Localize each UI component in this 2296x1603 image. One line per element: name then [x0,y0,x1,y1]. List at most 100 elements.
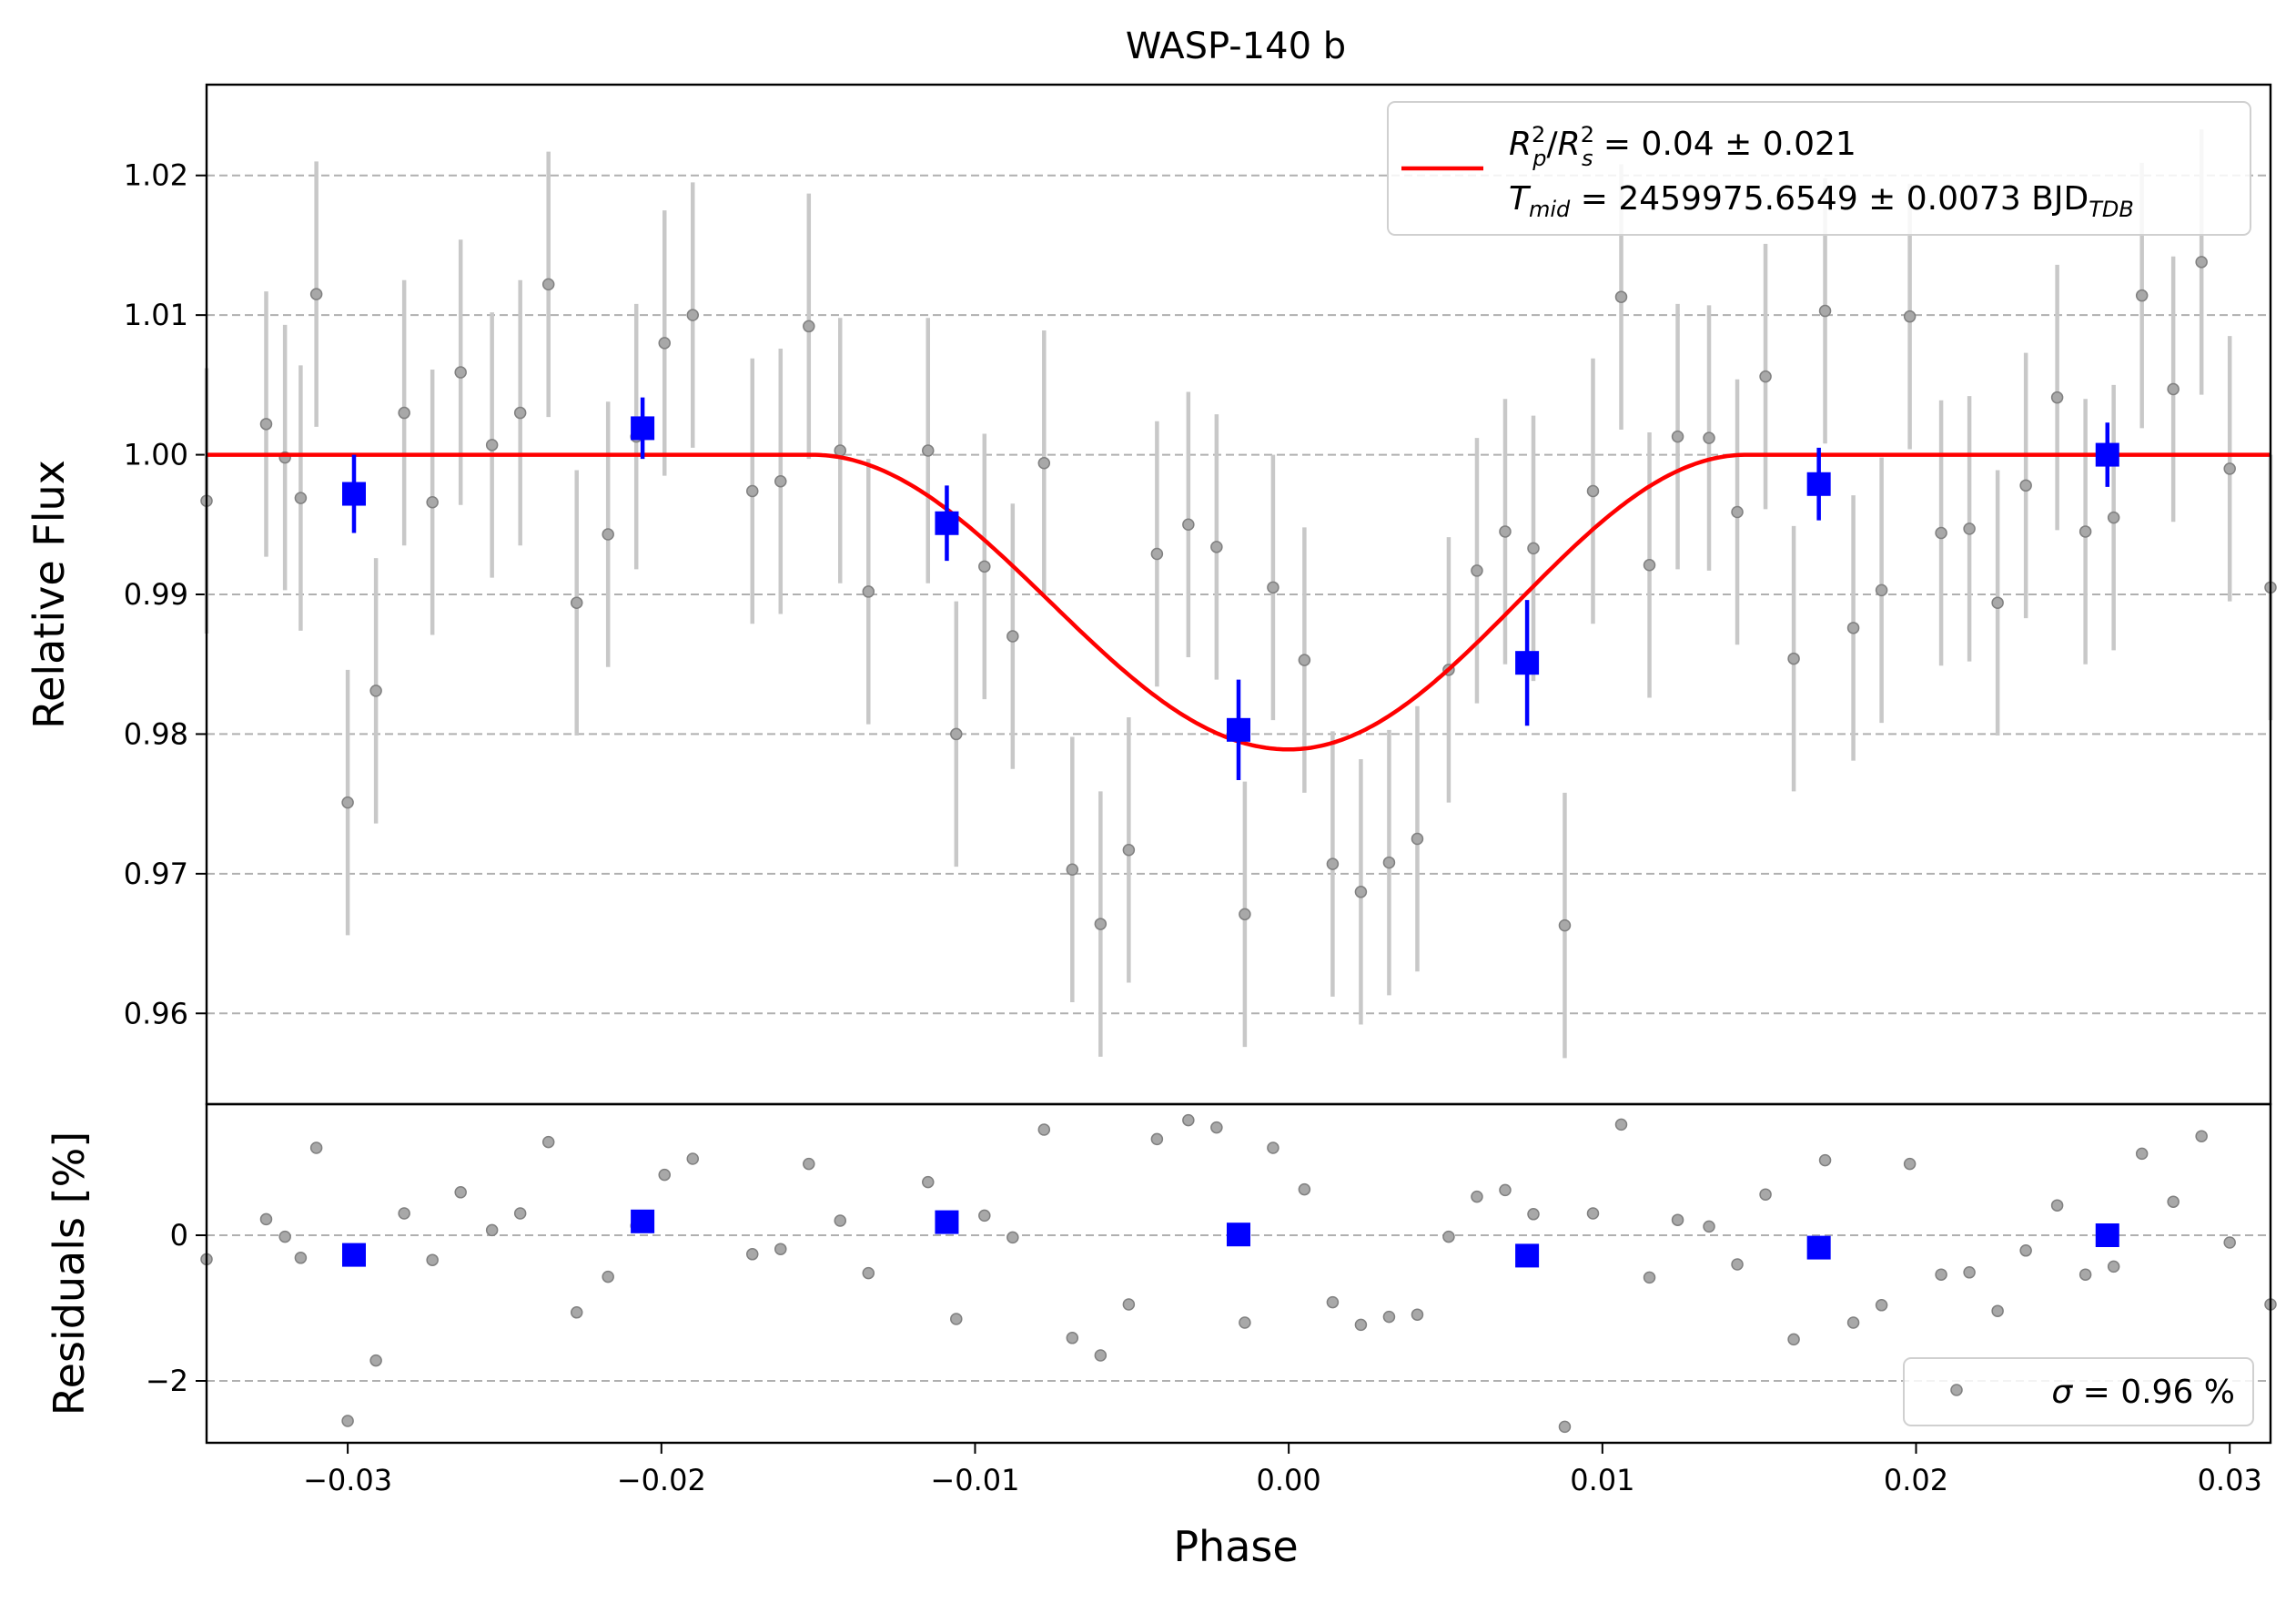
residual-raw-point [513,1207,527,1220]
sigma-symbol: σ [2051,1374,2073,1411]
flux-raw-point [294,492,308,504]
residuals-binned-points [342,1209,2119,1268]
flux-binned-point [2095,442,2119,467]
residuals-y-axis-label: Residuals [%] [45,1131,94,1415]
residual-raw-point [1150,1132,1164,1146]
flux-raw-point [398,406,410,420]
depth-legend-label: R2 p/R2 s = 0.04 ± 0.021 [1509,122,1856,171]
residual-raw-point [1703,1220,1715,1233]
residual-raw-point [1991,1304,2004,1317]
residuals-y-tick-label: −2 [146,1364,188,1398]
flux-raw-point [1382,856,1396,869]
flux-raw-point [1527,542,1540,555]
flux-binned-point [1515,651,1540,675]
residual-binned-point [935,1210,959,1234]
flux-raw-point [922,444,935,457]
flux-raw-point [1182,518,1195,532]
flux-raw-point [2107,511,2120,524]
phase-x-axis: −0.03 −0.02 −0.01 0.00 0.01 0.02 0.03 [303,1443,2262,1497]
residual-raw-point [398,1207,410,1220]
flux-raw-point [570,596,583,609]
residual-raw-point [1558,1420,1572,1434]
flux-raw-point [1991,596,2004,609]
flux-raw-point [658,337,671,350]
flux-y-axis: 0.96 0.97 0.98 0.99 1.00 1.01 1.02 [124,158,207,1030]
residual-raw-point [1326,1295,1340,1309]
residual-raw-point [309,1141,323,1154]
residual-binned-point [631,1209,655,1233]
flux-raw-point [1006,630,1019,643]
residual-raw-point [803,1157,815,1171]
flux-raw-point [426,495,439,509]
flux-raw-point [1499,525,1512,538]
flux-raw-point [2167,382,2180,396]
flux-raw-point [1411,832,1424,846]
flux-raw-point [513,406,527,420]
x-tick-label: −0.03 [303,1463,392,1497]
residual-raw-point [426,1253,439,1266]
flux-raw-point [1558,918,1572,932]
residual-raw-point [1787,1333,1800,1346]
residual-raw-point [454,1186,467,1199]
residual-raw-point [2135,1147,2149,1161]
residual-raw-point [1846,1316,1860,1329]
residual-raw-point [1094,1349,1108,1362]
residuals-panel: −2 0 σ = 0.96 % [146,1102,2277,1445]
residual-raw-point [1442,1230,1455,1243]
chart-title: WASP-140 b [1126,25,1346,67]
x-tick-label: 0.02 [1884,1463,1948,1497]
tmid-value: = 2459975.6549 ± 0.0073 BJD [1570,180,2089,218]
residual-raw-point [1037,1123,1051,1136]
flux-raw-point [1875,583,1888,597]
residual-raw-point [686,1152,700,1165]
residual-raw-point [1267,1141,1279,1154]
flux-raw-point [1122,844,1136,857]
flux-y-tick-label: 1.02 [124,158,188,193]
residual-raw-point [1006,1231,1019,1244]
flux-raw-point [541,278,555,291]
flux-raw-point [454,366,467,379]
flux-binned-point [1227,717,1250,742]
flux-y-tick-label: 0.96 [124,996,188,1030]
flux-panel: 0.96 0.97 0.98 0.99 1.00 1.01 1.02 R2 p/R2 s = 0… [124,83,2277,1106]
flux-raw-point [1614,290,1628,303]
flux-raw-point [1267,581,1279,594]
flux-raw-point [1787,652,1800,665]
x-tick-label: 0.03 [2198,1463,2262,1497]
depth-symbol-rp: R [1509,126,1532,163]
flux-raw-point [1239,908,1251,921]
residual-binned-point [1227,1223,1250,1247]
flux-raw-point [774,474,787,488]
flux-raw-point [834,444,847,457]
flux-raw-point [341,796,354,809]
residual-raw-point [1818,1153,1832,1167]
tmid-subscript: mid [1529,197,1571,222]
flux-raw-point [2135,289,2149,302]
residual-raw-point [774,1243,787,1255]
flux-gridlines [207,174,2271,1015]
residual-binned-point [342,1243,366,1267]
residual-raw-point [1643,1271,1656,1284]
x-tick-label: 0.01 [1570,1463,1634,1497]
residual-raw-point [1759,1188,1772,1201]
residual-raw-point [2223,1236,2236,1249]
flux-raw-point [2079,525,2092,538]
flux-raw-point [1298,654,1311,666]
flux-raw-point [978,560,991,573]
flux-raw-point [369,685,382,697]
residual-raw-point [278,1230,291,1243]
residuals-y-tick-label: 0 [170,1218,188,1253]
flux-raw-point [1935,526,1947,540]
residual-binned-point [2095,1223,2119,1247]
residual-raw-point [1671,1213,1684,1226]
residuals-panel-frame [205,1102,2272,1445]
flux-raw-point [1818,304,1832,318]
flux-raw-point [1326,857,1340,870]
flux-raw-point [745,484,759,498]
residual-raw-point [1066,1332,1079,1344]
residual-raw-point [2079,1268,2092,1281]
residual-raw-point [602,1270,614,1283]
flux-raw-point [1643,559,1656,572]
flux-raw-point [1731,505,1744,519]
